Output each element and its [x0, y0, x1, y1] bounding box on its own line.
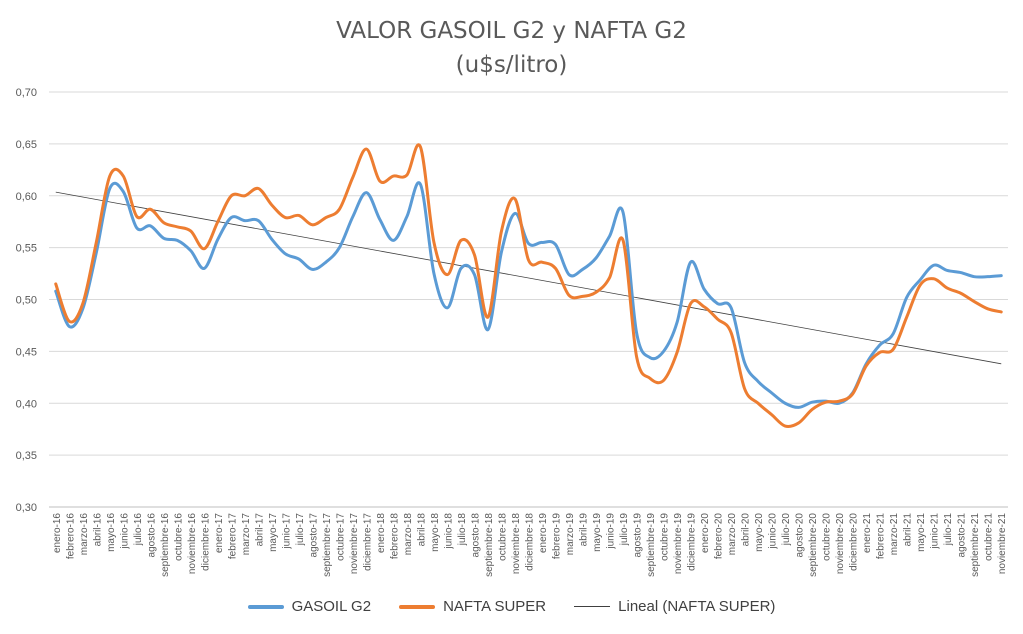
legend-swatch-nafta: [399, 604, 436, 609]
x-tick-label: diciembre-16: [200, 513, 211, 571]
x-tick-label: julio-18: [457, 513, 468, 547]
x-tick-label: febrero-16: [65, 513, 76, 560]
x-tick-label: marzo-18: [403, 513, 414, 556]
x-tick-label: agosto-21: [957, 513, 968, 558]
legend-label-nafta: NAFTA SUPER: [443, 598, 547, 615]
series-line-nafta: [54, 143, 1003, 429]
y-tick-label: 0,35: [16, 450, 37, 462]
x-tick-label: febrero-21: [876, 513, 887, 560]
x-tick-label: mayo-21: [916, 513, 927, 552]
x-tick-label: noviembre-18: [511, 513, 522, 575]
x-tick-label: febrero-18: [389, 513, 400, 560]
x-tick-label: diciembre-18: [525, 513, 536, 571]
x-tick-label: julio-16: [133, 513, 144, 547]
legend-swatch-gasoil: [247, 604, 284, 609]
y-tick-label: 0,55: [16, 243, 37, 255]
x-tick-label: junio-21: [930, 513, 941, 550]
legend-item-gasoil: GASOIL G2: [247, 598, 372, 615]
x-tick-label: octubre-21: [984, 513, 995, 561]
x-tick-label: junio-20: [768, 513, 779, 550]
chart-subtitle: (u$s/litro): [455, 52, 568, 78]
x-tick-label: septiembre-19: [646, 513, 657, 577]
y-tick-label: 0,50: [16, 295, 37, 307]
x-tick-label: enero-21: [862, 513, 873, 553]
y-tick-label: 0,60: [16, 191, 37, 203]
x-tick-label: febrero-17: [227, 513, 238, 560]
x-tick-label: febrero-20: [714, 513, 725, 560]
y-tick-label: 0,70: [16, 87, 37, 99]
legend-label-trend: Lineal (NAFTA SUPER): [618, 598, 776, 615]
chart-title: VALOR GASOIL G2 y NAFTA G2: [336, 18, 687, 44]
x-tick-label: octubre-18: [497, 513, 508, 561]
x-tick-label: diciembre-20: [849, 513, 860, 571]
x-tick-label: marzo-19: [565, 513, 576, 556]
x-tick-label: septiembre-20: [808, 513, 819, 577]
x-tick-label: junio-18: [443, 513, 454, 550]
x-tick-label: julio-19: [619, 513, 630, 547]
x-tick-label: junio-16: [119, 513, 130, 550]
x-tick-label: enero-16: [52, 513, 63, 553]
x-tick-label: septiembre-18: [484, 513, 495, 577]
x-tick-label: julio-20: [781, 513, 792, 547]
x-tick-label: junio-17: [281, 513, 292, 550]
x-tick-label: junio-19: [606, 513, 617, 550]
x-tick-label: agosto-19: [633, 513, 644, 558]
trend-line-nafta: [55, 191, 1002, 365]
x-tick-label: marzo-21: [889, 513, 900, 556]
legend-item-nafta: NAFTA SUPER: [399, 598, 546, 615]
x-tick-label: agosto-18: [470, 513, 481, 558]
x-tick-label: agosto-20: [795, 513, 806, 558]
x-tick-label: septiembre-17: [322, 513, 333, 577]
x-tick-label: noviembre-16: [187, 513, 198, 575]
y-tick-label: 0,45: [16, 346, 37, 358]
legend-swatch-trend: [574, 606, 611, 607]
x-tick-label: marzo-16: [79, 513, 90, 556]
x-tick-label: abril-20: [741, 513, 752, 547]
x-tick-label: agosto-16: [146, 513, 157, 558]
x-tick-label: mayo-16: [106, 513, 117, 552]
y-tick-label: 0,30: [16, 502, 37, 514]
x-tick-label: mayo-17: [268, 513, 279, 552]
x-tick-label: abril-19: [579, 513, 590, 547]
x-tick-label: noviembre-20: [835, 513, 846, 575]
x-tick-label: abril-18: [416, 513, 427, 547]
series-line-gasoil: [54, 181, 1003, 409]
x-tick-label: diciembre-19: [687, 513, 698, 571]
x-tick-label: diciembre-17: [362, 513, 373, 571]
x-tick-label: febrero-19: [552, 513, 563, 560]
x-tick-label: abril-17: [254, 513, 265, 547]
x-tick-label: octubre-16: [173, 513, 184, 561]
legend-label-gasoil: GASOIL G2: [291, 598, 372, 615]
x-tick-label: marzo-17: [241, 513, 252, 556]
x-tick-label: abril-21: [903, 513, 914, 547]
x-tick-label: septiembre-21: [970, 513, 981, 577]
x-tick-label: noviembre-17: [349, 513, 360, 575]
legend-item-trend: Lineal (NAFTA SUPER): [574, 598, 775, 615]
legend: GASOIL G2 NAFTA SUPER Lineal (NAFTA SUPE…: [0, 598, 1023, 615]
x-tick-label: mayo-19: [592, 513, 603, 552]
x-tick-label: enero-19: [538, 513, 549, 553]
x-tick-label: julio-17: [295, 513, 306, 547]
x-tick-label: agosto-17: [308, 513, 319, 558]
x-tick-label: octubre-19: [660, 513, 671, 561]
x-tick-label: mayo-20: [754, 513, 765, 552]
y-tick-label: 0,40: [16, 398, 37, 410]
x-tick-label: enero-18: [376, 513, 387, 553]
x-tick-label: septiembre-16: [160, 513, 171, 577]
x-tick-label: noviembre-19: [673, 513, 684, 575]
x-tick-label: mayo-18: [430, 513, 441, 552]
x-tick-label: marzo-20: [727, 513, 738, 556]
x-tick-label: julio-21: [943, 513, 954, 547]
y-tick-label: 0,65: [16, 139, 37, 151]
x-tick-label: abril-16: [92, 513, 103, 547]
x-tick-label: octubre-17: [335, 513, 346, 561]
x-tick-label: noviembre-21: [997, 513, 1008, 575]
x-tick-label: octubre-20: [822, 513, 833, 561]
x-tick-label: enero-20: [700, 513, 711, 553]
x-tick-label: enero-17: [214, 513, 225, 553]
